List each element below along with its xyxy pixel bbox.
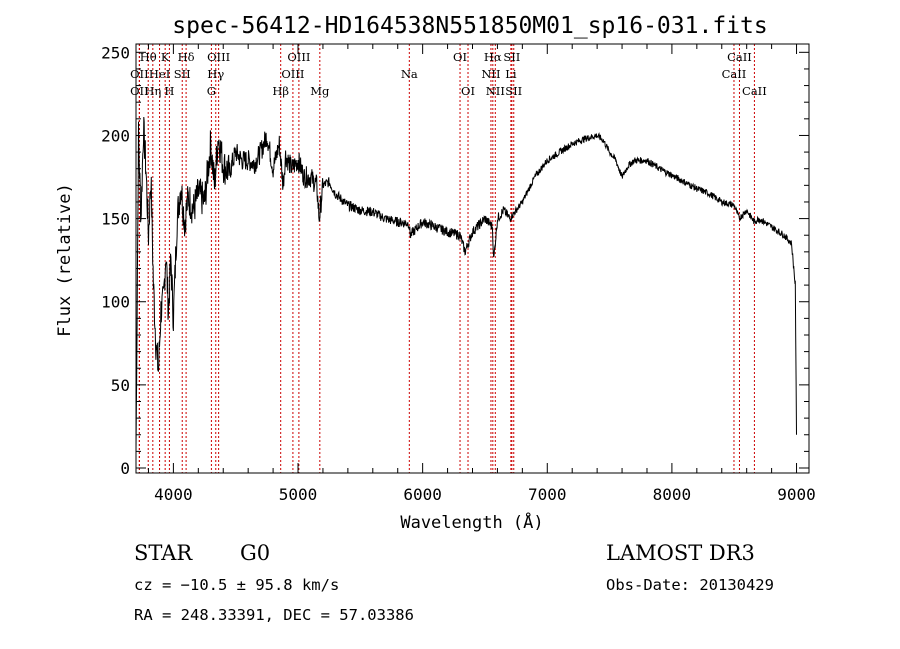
emission-line-label: OI xyxy=(453,50,467,64)
emission-line-label: K xyxy=(161,50,170,64)
y-axis-label: Flux (relative) xyxy=(55,183,75,337)
y-tick-label: 250 xyxy=(101,43,130,62)
chart-title: spec-56412-HD164538N551850M01_sp16-031.f… xyxy=(172,13,767,39)
redshift-text: cz = −10.5 ± 95.8 km/s xyxy=(134,576,339,594)
y-axis-ticks: 0 50 100 150 200 250 xyxy=(101,43,809,478)
x-tick-label: 8000 xyxy=(653,485,692,504)
emission-line-label: OIII xyxy=(287,50,310,64)
obs-date-text: Obs-Date: 20130429 xyxy=(606,576,774,594)
plot-frame xyxy=(135,43,810,474)
emission-line-label: Hθ xyxy=(140,50,157,64)
emission-line-label: OIII xyxy=(207,50,230,64)
emission-line-markers xyxy=(138,44,755,473)
emission-line-label: Li xyxy=(505,67,517,81)
emission-line-label: OII xyxy=(130,67,149,81)
emission-line-label: Hα xyxy=(484,50,502,64)
emission-line-label: NII xyxy=(486,84,505,98)
object-class: STAR xyxy=(134,541,193,565)
emission-line-label: OII xyxy=(130,84,149,98)
survey-name: LAMOST DR3 xyxy=(606,541,755,565)
x-tick-label: 5000 xyxy=(279,485,318,504)
x-tick-label: 9000 xyxy=(777,485,816,504)
emission-line-label: SII xyxy=(503,50,520,64)
x-tick-label: 4000 xyxy=(154,485,193,504)
y-tick-label: 0 xyxy=(120,459,130,478)
flux-series-line xyxy=(135,116,797,452)
emission-line-label: H xyxy=(164,84,174,98)
emission-line-label: CaII xyxy=(727,50,752,64)
emission-line-label: Hη xyxy=(144,84,161,98)
y-tick-label: 50 xyxy=(111,376,130,395)
x-tick-label: 6000 xyxy=(403,485,442,504)
y-tick-label: 150 xyxy=(101,210,130,229)
x-axis-label: Wavelength (Å) xyxy=(400,511,543,533)
emission-line-label: Na xyxy=(401,67,418,81)
emission-line-label: Hγ xyxy=(207,67,224,81)
emission-line-label: G xyxy=(207,84,216,98)
emission-line-label: SII xyxy=(174,67,191,81)
y-tick-label: 200 xyxy=(101,126,130,145)
emission-line-label: Hδ xyxy=(178,50,195,64)
coordinates-text: RA = 248.33391, DEC = 57.03386 xyxy=(134,606,414,624)
y-tick-label: 100 xyxy=(101,293,130,312)
emission-line-label: Mg xyxy=(310,84,330,98)
emission-line-label: SII xyxy=(505,84,522,98)
emission-line-label: OI xyxy=(461,84,475,98)
emission-line-label: HeI xyxy=(149,67,170,81)
emission-line-label: CaII xyxy=(742,84,767,98)
x-axis-ticks: 4000 5000 6000 7000 8000 9000 xyxy=(147,44,816,504)
x-tick-label: 7000 xyxy=(528,485,567,504)
emission-line-label: OIII xyxy=(281,67,304,81)
emission-line-label: Hβ xyxy=(272,84,289,98)
object-subclass: G0 xyxy=(240,541,270,565)
emission-line-label: CaII xyxy=(722,67,747,81)
emission-line-label: NII xyxy=(481,67,500,81)
